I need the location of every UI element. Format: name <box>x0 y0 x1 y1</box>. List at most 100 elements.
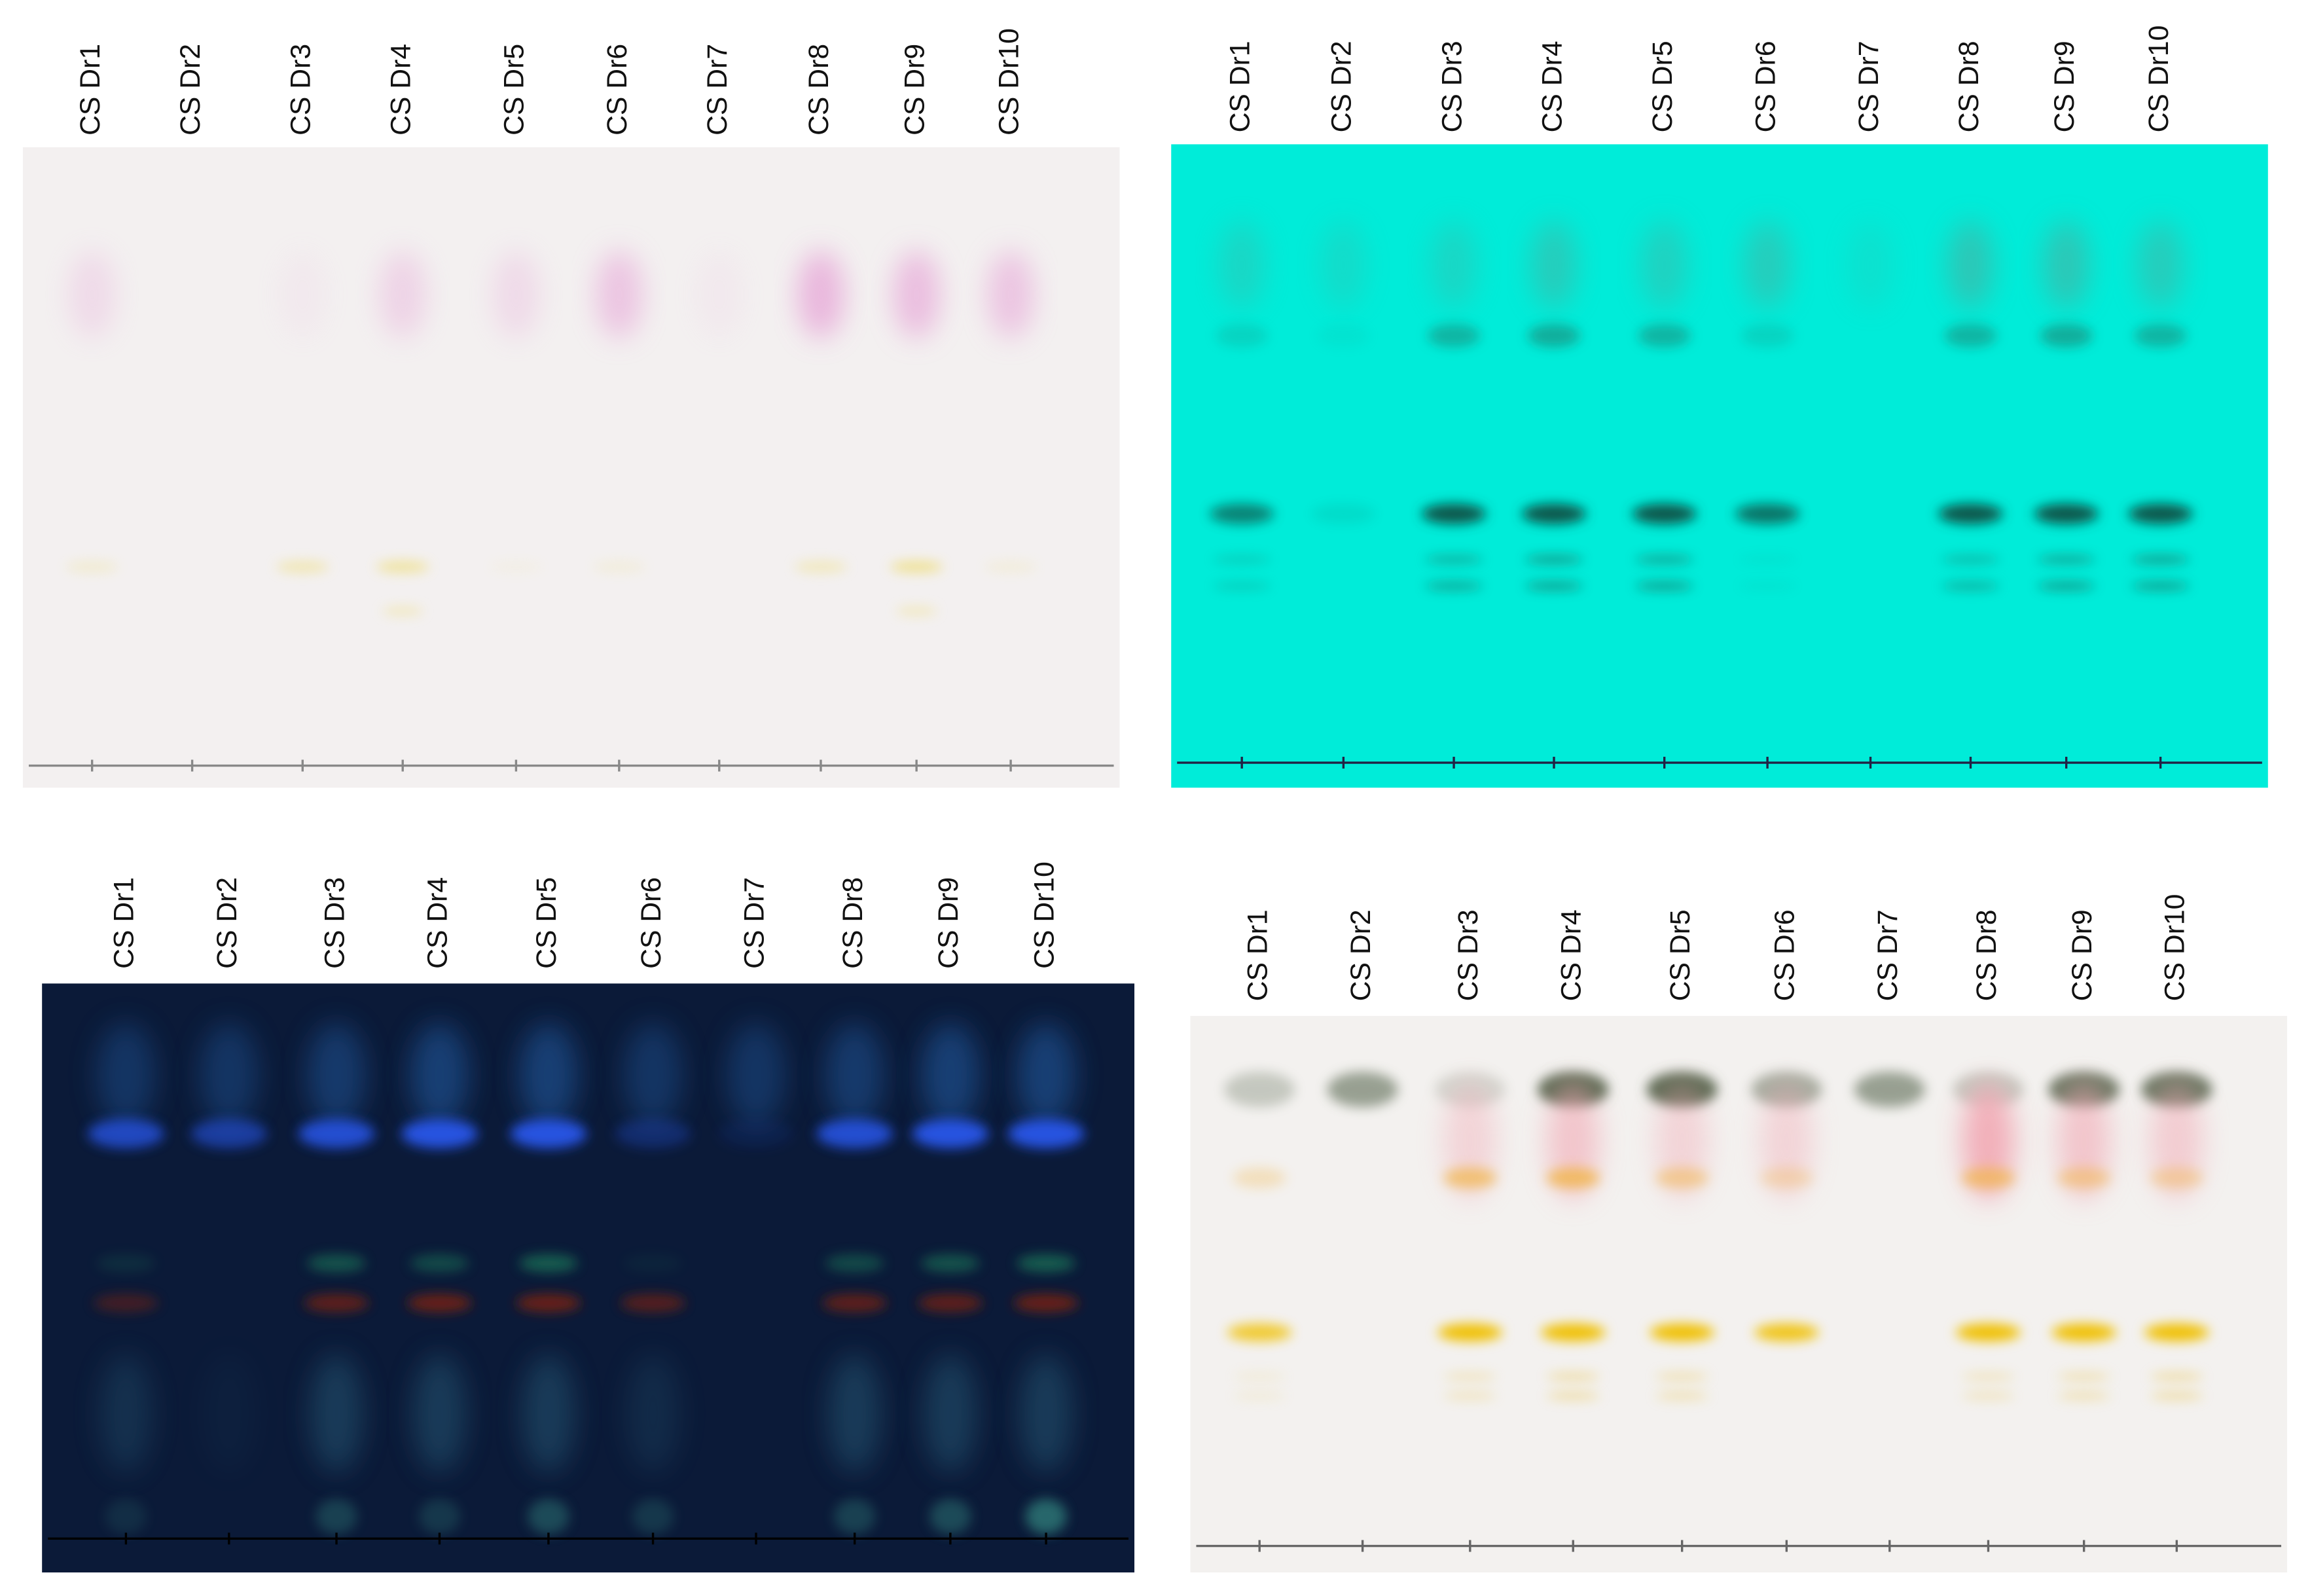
spot <box>1944 323 1997 348</box>
spot <box>2051 1323 2117 1341</box>
spot <box>1320 221 1367 310</box>
spot <box>410 1254 469 1273</box>
spot <box>2036 554 2096 564</box>
spot <box>2057 1391 2111 1400</box>
lane-label: CS Dr10 <box>1028 861 1060 969</box>
spot <box>1013 1294 1079 1312</box>
spot <box>1527 323 1581 348</box>
spot <box>1961 1167 2015 1189</box>
spot <box>924 1354 977 1473</box>
spot <box>1437 1323 1503 1341</box>
spot <box>1741 323 1794 348</box>
spot <box>316 1498 357 1534</box>
lane-label: CS Dr6 <box>602 44 633 136</box>
spot <box>276 560 329 573</box>
spot <box>410 1023 469 1127</box>
spot <box>105 1498 147 1534</box>
spot <box>307 1023 366 1127</box>
lane-label: CS Dr4 <box>422 877 454 969</box>
spot <box>528 1498 569 1534</box>
spot <box>929 1498 971 1534</box>
spot <box>1847 221 1894 310</box>
spot <box>279 250 327 339</box>
spot <box>1209 503 1274 524</box>
lane-label: CS Dr1 <box>1224 41 1255 132</box>
spot <box>2137 221 2184 310</box>
spot <box>99 1354 153 1473</box>
spot <box>1430 221 1478 310</box>
spot <box>2150 1167 2203 1189</box>
spot <box>1218 221 1266 310</box>
spot <box>199 1023 259 1127</box>
lane-label: CS Dr7 <box>1872 909 1904 1001</box>
lane-label: CS Dr2 <box>1345 909 1377 1001</box>
spot <box>310 1354 363 1473</box>
spot <box>492 250 540 339</box>
spot <box>1854 1072 1925 1108</box>
lane-label: CS Dr8 <box>1953 41 1985 132</box>
spot <box>96 1023 156 1127</box>
spot <box>516 1294 581 1312</box>
spot <box>822 1294 888 1312</box>
spot <box>510 1119 587 1149</box>
spot <box>2057 1167 2111 1189</box>
spot <box>893 250 941 339</box>
lane-label: CS Dr3 <box>1453 909 1484 1001</box>
spot <box>1427 323 1481 348</box>
spot <box>68 250 116 339</box>
spot <box>2057 1372 2111 1381</box>
spot <box>202 1354 256 1473</box>
spot <box>1421 503 1487 524</box>
spot <box>1546 1372 1600 1381</box>
lane-label: CS Dr6 <box>1769 909 1801 1001</box>
spot <box>918 1294 983 1312</box>
spot <box>2150 1372 2203 1381</box>
spot <box>1443 1167 1497 1189</box>
spot <box>1546 1391 1600 1400</box>
spot <box>1738 554 1797 564</box>
spot <box>626 1354 680 1473</box>
spot <box>1327 1072 1398 1108</box>
spot <box>695 250 743 339</box>
spot <box>1443 1391 1497 1400</box>
lane-label: CS Dr7 <box>702 44 733 136</box>
spot <box>920 1023 980 1127</box>
spot <box>1017 1254 1076 1273</box>
spot <box>592 560 646 573</box>
spot <box>1316 323 1370 348</box>
tlc-plate <box>42 983 1135 1573</box>
spot <box>727 1023 785 1127</box>
spot <box>522 1354 575 1473</box>
spot <box>87 1119 164 1149</box>
lane-label: CS Dr3 <box>319 877 350 969</box>
spot <box>621 1294 686 1312</box>
spot <box>1655 1391 1709 1400</box>
spot <box>1655 1372 1709 1381</box>
spot <box>816 1119 893 1149</box>
spot <box>1019 1354 1073 1473</box>
spot <box>1233 1391 1286 1400</box>
spot <box>797 250 844 339</box>
spot <box>1640 221 1688 310</box>
spot <box>379 250 427 339</box>
lane-label: CS Dr7 <box>1853 41 1885 132</box>
spot <box>1955 1323 2021 1341</box>
lane-label: CS Dr3 <box>1436 41 1468 132</box>
spot <box>1738 581 1797 590</box>
spot <box>2036 581 2096 590</box>
spot <box>987 250 1035 339</box>
spot <box>1525 554 1583 564</box>
spot <box>595 250 643 339</box>
spot <box>1424 554 1484 564</box>
spot <box>304 1294 369 1312</box>
spot <box>1424 581 1484 590</box>
tlc-plate <box>1190 1015 2288 1573</box>
spot <box>190 1119 268 1149</box>
spot <box>2131 581 2190 590</box>
spot <box>1760 1167 1813 1189</box>
spot <box>828 1354 882 1473</box>
spot <box>298 1119 375 1149</box>
lane-label: CS Dr9 <box>2049 41 2080 132</box>
spot <box>518 1254 578 1273</box>
spot <box>406 1294 472 1312</box>
